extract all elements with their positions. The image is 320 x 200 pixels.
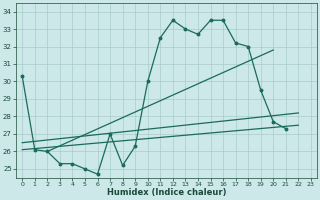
X-axis label: Humidex (Indice chaleur): Humidex (Indice chaleur): [107, 188, 226, 197]
